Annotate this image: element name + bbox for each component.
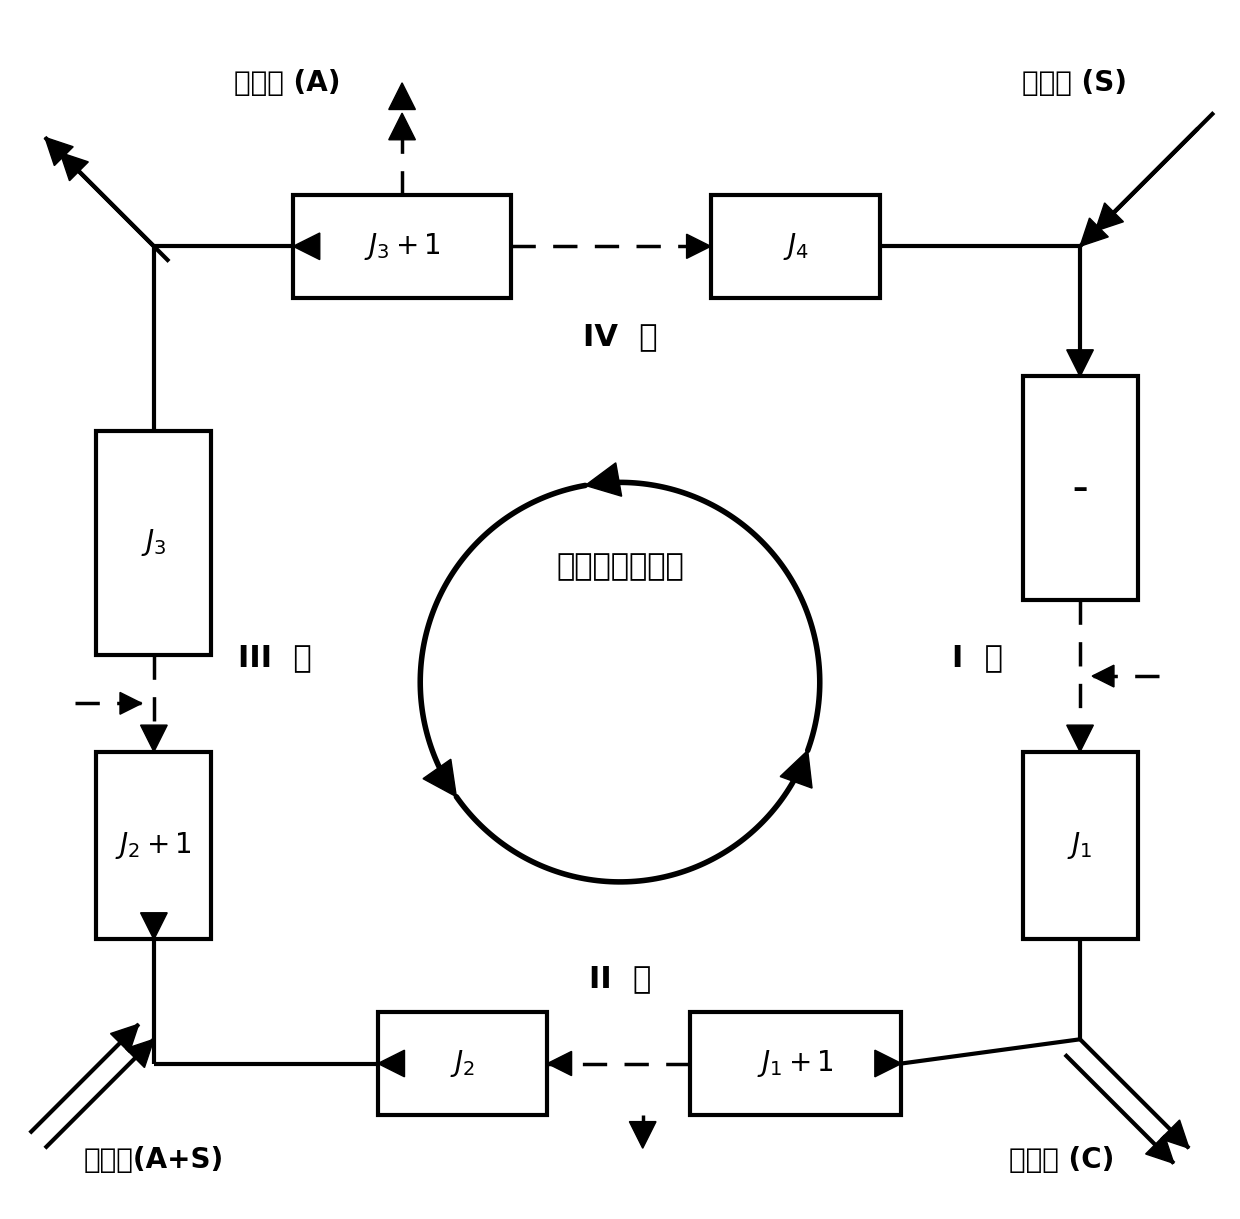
Polygon shape [1095, 202, 1123, 232]
Text: $J_4$: $J_4$ [782, 230, 808, 262]
Polygon shape [120, 692, 141, 714]
Text: $J_3$: $J_3$ [141, 528, 166, 558]
Polygon shape [1161, 1120, 1189, 1148]
Text: 洗脱口 (S): 洗脱口 (S) [1022, 68, 1126, 96]
Polygon shape [1080, 218, 1109, 246]
Polygon shape [378, 1051, 404, 1076]
Polygon shape [1092, 666, 1114, 688]
Text: III  区: III 区 [238, 644, 311, 673]
Polygon shape [780, 751, 812, 789]
Text: I  区: I 区 [952, 644, 1003, 673]
Text: IV  区: IV 区 [583, 323, 657, 351]
Polygon shape [687, 234, 711, 258]
Polygon shape [140, 725, 167, 752]
Polygon shape [293, 233, 320, 260]
Text: –: – [1073, 474, 1087, 503]
Polygon shape [389, 113, 415, 140]
Bar [689, 1012, 901, 1115]
Text: 进料口(A+S): 进料口(A+S) [84, 1146, 224, 1174]
Polygon shape [1066, 725, 1094, 752]
Polygon shape [1146, 1135, 1174, 1163]
Text: 进出口切换方向: 进出口切换方向 [556, 552, 684, 581]
Bar [1023, 752, 1137, 940]
Polygon shape [585, 463, 621, 496]
Polygon shape [110, 1024, 139, 1052]
Polygon shape [60, 152, 88, 180]
Bar [97, 752, 211, 940]
Polygon shape [547, 1052, 572, 1075]
Bar [1023, 377, 1137, 601]
Text: $J_2+1$: $J_2+1$ [115, 830, 192, 861]
Text: 萍取口 (C): 萍取口 (C) [1009, 1146, 1115, 1174]
Polygon shape [1066, 350, 1094, 377]
Text: II  区: II 区 [589, 964, 651, 993]
Polygon shape [140, 913, 167, 940]
Polygon shape [630, 1121, 656, 1148]
Text: $J_3+1$: $J_3+1$ [363, 230, 440, 262]
Polygon shape [125, 1040, 154, 1068]
Text: 萍余口 (A): 萍余口 (A) [234, 68, 340, 96]
Text: $J_1$: $J_1$ [1068, 830, 1092, 861]
Bar [293, 195, 511, 297]
Polygon shape [389, 83, 415, 110]
Text: $J_1+1$: $J_1+1$ [758, 1048, 835, 1079]
Bar [711, 195, 880, 297]
Text: $J_2$: $J_2$ [450, 1048, 475, 1079]
Bar [378, 1012, 547, 1115]
Polygon shape [875, 1051, 901, 1076]
Polygon shape [45, 138, 73, 166]
Polygon shape [423, 759, 456, 797]
Bar [97, 432, 211, 655]
